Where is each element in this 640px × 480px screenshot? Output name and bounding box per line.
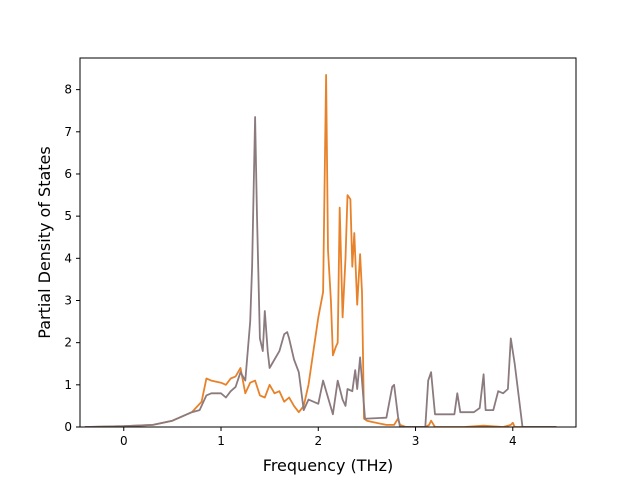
x-axis: 0 1 2 3 4 xyxy=(120,427,517,448)
y-tick-label: 3 xyxy=(64,293,72,307)
series-line-2 xyxy=(84,116,557,427)
x-tick-label: 4 xyxy=(509,434,517,448)
y-tick-label: 6 xyxy=(64,167,72,181)
y-tick-label: 4 xyxy=(64,251,72,265)
plot-frame xyxy=(79,57,577,428)
y-tick-label: 5 xyxy=(64,209,72,223)
y-axis-label: Partial Density of States xyxy=(35,146,54,338)
y-tick-label: 2 xyxy=(64,336,72,350)
x-tick-label: 0 xyxy=(120,434,128,448)
x-tick-label: 1 xyxy=(217,434,225,448)
x-tick-label: 3 xyxy=(412,434,420,448)
x-tick-label: 2 xyxy=(314,434,322,448)
y-tick-label: 0 xyxy=(64,420,72,434)
y-tick-label: 8 xyxy=(64,83,72,97)
y-axis: 0 1 2 3 4 5 6 7 8 xyxy=(64,83,80,434)
y-tick-label: 7 xyxy=(64,125,72,139)
y-tick-label: 1 xyxy=(64,378,72,392)
x-axis-label: Frequency (THz) xyxy=(263,456,393,475)
